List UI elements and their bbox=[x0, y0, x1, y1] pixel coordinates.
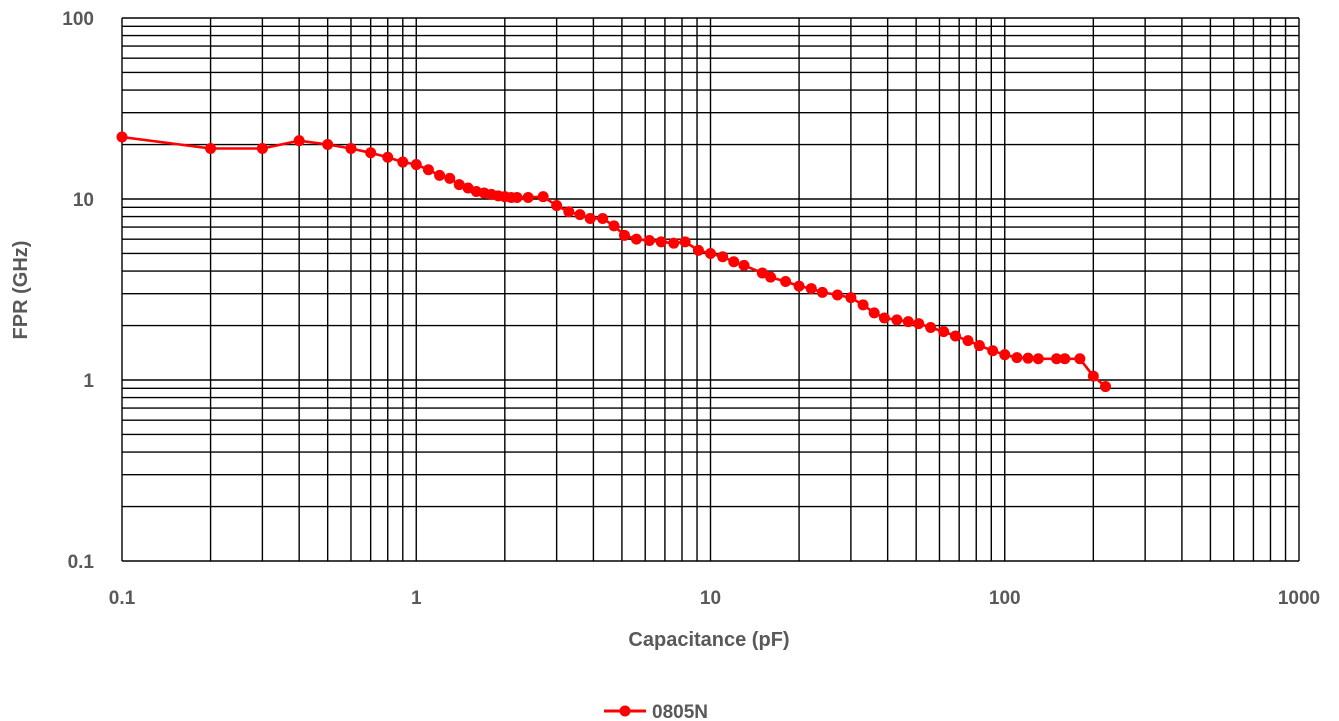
data-point bbox=[738, 259, 750, 271]
data-point bbox=[551, 200, 563, 212]
y-tick-label: 0.1 bbox=[68, 552, 95, 573]
data-point bbox=[256, 143, 268, 155]
data-point bbox=[805, 283, 817, 295]
y-tick-label: 10 bbox=[73, 190, 94, 211]
data-point bbox=[925, 322, 937, 334]
data-point bbox=[1100, 381, 1112, 393]
data-point bbox=[756, 267, 768, 279]
data-point bbox=[1032, 353, 1044, 365]
data-point bbox=[1087, 370, 1099, 382]
data-point bbox=[962, 335, 974, 347]
data-point bbox=[913, 318, 925, 330]
data-point bbox=[878, 312, 890, 324]
data-point bbox=[618, 229, 630, 241]
legend: 0805N bbox=[604, 702, 708, 721]
data-point bbox=[902, 316, 914, 328]
data-point bbox=[462, 182, 474, 194]
series-line bbox=[121, 135, 1107, 388]
data-point bbox=[692, 244, 704, 256]
grid-lines bbox=[121, 17, 1300, 562]
data-point bbox=[511, 191, 523, 203]
data-point bbox=[1022, 352, 1034, 364]
data-point bbox=[630, 233, 642, 245]
x-tick-labels: 0.1 1 10 100 1000 bbox=[109, 588, 1320, 609]
data-point bbox=[857, 299, 869, 311]
series-0805n bbox=[116, 131, 1112, 393]
data-point bbox=[780, 276, 792, 288]
data-point bbox=[322, 139, 334, 151]
data-point bbox=[816, 286, 828, 298]
data-point bbox=[793, 280, 805, 292]
data-point bbox=[891, 314, 903, 326]
data-point bbox=[205, 143, 217, 155]
data-point bbox=[597, 213, 609, 225]
data-point bbox=[422, 164, 434, 176]
data-point bbox=[434, 169, 446, 181]
data-point bbox=[845, 292, 857, 304]
data-point bbox=[444, 172, 456, 184]
data-point bbox=[987, 345, 999, 357]
data-point bbox=[345, 143, 357, 155]
data-point bbox=[999, 349, 1011, 361]
data-point bbox=[382, 151, 394, 163]
y-tick-label: 1 bbox=[83, 371, 94, 392]
data-point bbox=[537, 191, 549, 203]
legend-label-0805n: 0805N bbox=[652, 702, 708, 721]
data-point bbox=[563, 206, 575, 218]
data-point bbox=[574, 209, 586, 221]
y-tick-labels: 0.1 1 10 100 bbox=[62, 9, 94, 573]
data-point bbox=[765, 271, 777, 283]
x-tick-label: 1000 bbox=[1278, 588, 1320, 609]
data-point bbox=[728, 256, 740, 268]
data-point bbox=[655, 236, 667, 248]
data-point bbox=[1074, 353, 1086, 365]
x-tick-label: 1 bbox=[411, 588, 422, 609]
data-point bbox=[973, 340, 985, 352]
legend-marker-swatch bbox=[619, 705, 631, 717]
data-point bbox=[868, 307, 880, 319]
data-point bbox=[717, 251, 729, 263]
x-tick-label: 0.1 bbox=[109, 588, 136, 609]
x-axis-label: Capacitance (pF) bbox=[628, 629, 789, 651]
data-point bbox=[1051, 353, 1063, 365]
data-point bbox=[668, 237, 680, 249]
data-point bbox=[679, 236, 691, 248]
data-point bbox=[522, 191, 534, 203]
data-point bbox=[643, 234, 655, 246]
x-tick-label: 10 bbox=[700, 588, 721, 609]
data-point bbox=[453, 179, 465, 191]
data-point bbox=[1059, 353, 1071, 365]
data-point bbox=[938, 326, 950, 338]
y-axis-label: FPR (GHz) bbox=[10, 241, 32, 340]
data-point bbox=[397, 156, 409, 168]
data-point bbox=[949, 330, 961, 342]
x-tick-label: 100 bbox=[989, 588, 1021, 609]
data-point bbox=[1011, 352, 1023, 364]
data-point bbox=[705, 247, 716, 259]
y-tick-label: 100 bbox=[62, 9, 94, 30]
data-point bbox=[116, 131, 128, 143]
data-point bbox=[584, 213, 596, 225]
data-point bbox=[608, 220, 620, 232]
data-point bbox=[831, 289, 843, 301]
data-point bbox=[410, 159, 422, 171]
data-point bbox=[365, 147, 377, 159]
data-point bbox=[293, 135, 305, 147]
